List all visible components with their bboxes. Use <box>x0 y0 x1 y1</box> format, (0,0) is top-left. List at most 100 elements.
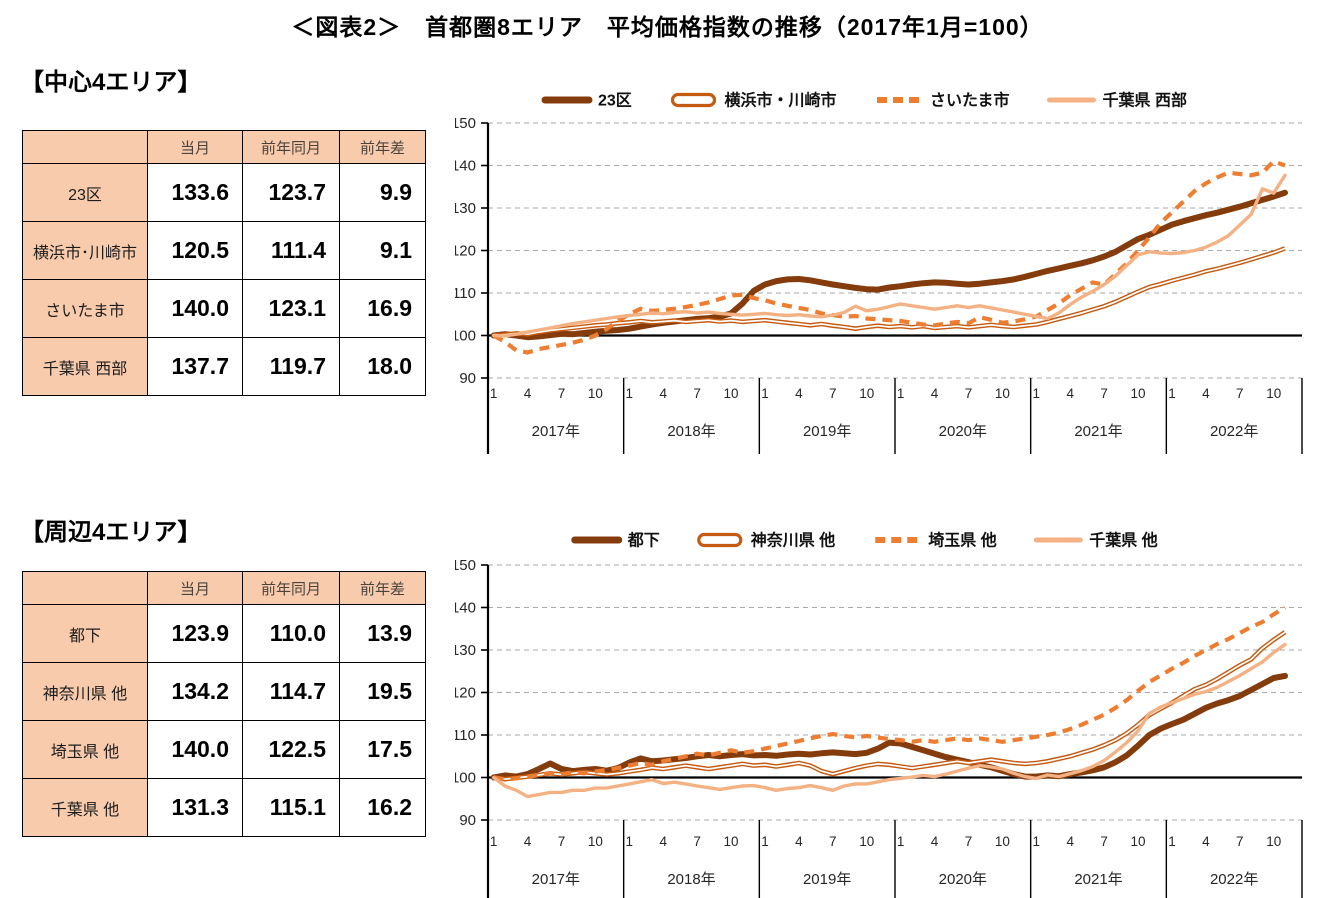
y-axis-tick-label: 130 <box>455 642 476 659</box>
legend-label: さいたま市 <box>930 91 1010 110</box>
series-0-line <box>490 189 1288 341</box>
series-1-line <box>493 246 1286 338</box>
cell-value: 120.5 <box>147 221 243 280</box>
month-tick-label: 1 <box>897 386 905 401</box>
legend-label: 千葉県 西部 <box>1103 91 1187 110</box>
y-axis-tick-label: 150 <box>455 115 476 132</box>
series-3-line <box>492 642 1287 799</box>
table-row: 神奈川県 他 134.2 114.7 19.5 <box>22 662 426 721</box>
gridlines <box>488 564 1302 821</box>
y-axis-tick-label: 100 <box>455 328 476 345</box>
year-label: 2021年 <box>1074 423 1122 440</box>
row-label: 千葉県 西部 <box>22 337 148 396</box>
cell-value: 140.0 <box>147 720 243 779</box>
legend-swatch-double-line <box>670 92 717 108</box>
month-tick-label: 1 <box>490 386 498 401</box>
y-axis-tick-label: 110 <box>455 285 476 302</box>
legend-label: 都下 <box>627 531 660 550</box>
table-row: 横浜市･川崎市 120.5 111.4 9.1 <box>22 221 426 280</box>
month-tick-label: 10 <box>588 386 603 401</box>
month-tick-label: 4 <box>659 834 667 849</box>
column-header: 前年同月 <box>242 130 340 164</box>
legend-item: 横浜市・川崎市 <box>670 91 837 110</box>
column-header <box>22 571 148 605</box>
column-header: 当月 <box>147 130 243 164</box>
peripheral-area-chart: 都下 神奈川県 他埼玉県 他千葉県 他901001101201301401501 4… <box>455 531 1303 898</box>
month-tick-label: 10 <box>1266 386 1281 401</box>
y-axis-tick-label: 90 <box>459 812 476 829</box>
legend-item: 千葉県 西部 <box>1047 91 1187 110</box>
legend-item: さいたま市 <box>877 91 1010 110</box>
month-tick-label: 4 <box>1202 834 1210 849</box>
section-heading-peripheral: 【周辺4エリア】 <box>20 519 202 546</box>
chart-legend: 23区 横浜市・川崎市 さいたま市 千葉県 西部 <box>541 91 1187 110</box>
year-label: 2017年 <box>532 871 580 888</box>
y-axis-tick-label: 140 <box>455 158 476 175</box>
year-label: 2019年 <box>803 871 851 888</box>
series-0-line <box>490 672 1288 781</box>
month-tick-label: 7 <box>1100 386 1108 401</box>
month-tick-label: 4 <box>795 386 803 401</box>
month-tick-label: 1 <box>626 834 634 849</box>
column-header: 当月 <box>147 571 243 605</box>
month-tick-label: 1 <box>626 386 634 401</box>
year-label: 2022年 <box>1210 871 1258 888</box>
month-tick-label: 7 <box>558 834 566 849</box>
row-label: 横浜市･川崎市 <box>22 221 148 280</box>
y-axis-tick-label: 120 <box>455 243 476 260</box>
year-label: 2017年 <box>532 423 580 440</box>
legend-label: 千葉県 他 <box>1089 531 1157 550</box>
table-header-row: 当月 前年同月 前年差 <box>22 130 426 164</box>
month-tick-label: 10 <box>724 386 739 401</box>
y-axis-tick-label: 110 <box>455 727 476 744</box>
central-area-chart: 23区 横浜市・川崎市 さいたま市 千葉県 西部9010011012013014015… <box>455 91 1303 454</box>
month-tick-label: 4 <box>931 386 939 401</box>
month-tick-label: 4 <box>524 834 532 849</box>
month-tick-label: 7 <box>965 834 973 849</box>
table-row: 埼玉県 他 140.0 122.5 17.5 <box>22 720 426 779</box>
row-label: 都下 <box>22 604 148 663</box>
month-tick-label: 7 <box>558 386 566 401</box>
row-label: 千葉県 他 <box>22 778 148 837</box>
legend-label: 埼玉県 他 <box>928 531 996 550</box>
month-tick-label: 7 <box>829 386 837 401</box>
cell-value: 131.3 <box>147 778 243 837</box>
cell-value: 111.4 <box>242 221 340 280</box>
legend-label: 23区 <box>598 92 632 110</box>
month-tick-label: 10 <box>995 386 1010 401</box>
month-tick-label: 10 <box>1131 386 1146 401</box>
cell-value: 16.9 <box>339 279 426 338</box>
cell-value: 9.9 <box>339 163 426 222</box>
row-label: 埼玉県 他 <box>22 720 148 779</box>
gridlines <box>488 122 1302 379</box>
year-label: 2022年 <box>1210 423 1258 440</box>
month-tick-label: 10 <box>859 834 874 849</box>
year-label: 2021年 <box>1074 871 1122 888</box>
cell-value: 110.0 <box>242 604 340 663</box>
month-tick-label: 10 <box>1131 834 1146 849</box>
month-tick-label: 1 <box>897 834 905 849</box>
month-tick-label: 7 <box>1236 834 1244 849</box>
month-tick-label: 4 <box>1066 386 1074 401</box>
month-tick-label: 1 <box>761 834 769 849</box>
month-tick-label: 1 <box>1033 386 1041 401</box>
table-row: 都下 123.9 110.0 13.9 <box>22 604 426 663</box>
month-tick-label: 10 <box>859 386 874 401</box>
year-label: 2020年 <box>939 423 987 440</box>
section-heading-central: 【中心4エリア】 <box>20 69 202 96</box>
legend-item: 都下 <box>571 531 660 550</box>
legend-label: 横浜市・川崎市 <box>725 91 837 110</box>
cell-value: 123.7 <box>242 163 340 222</box>
legend-item: 埼玉県 他 <box>875 531 997 550</box>
month-tick-label: 4 <box>1066 834 1074 849</box>
column-header <box>22 130 148 164</box>
peripheral-area-table: 当月 前年同月 前年差 都下 123.9 110.0 13.9 神奈川県 他 134.2 114.… <box>22 571 426 837</box>
series-lines <box>490 605 1288 799</box>
x-axis: 1 4 7 10 2017年 1 4 7 10 2018年 1 4 7 10 2019年 1 4 7 10 2020年… <box>490 378 1303 454</box>
column-header: 前年同月 <box>242 571 340 605</box>
year-label: 2018年 <box>667 871 715 888</box>
y-axis-tick-label: 130 <box>455 200 476 217</box>
month-tick-label: 10 <box>588 834 603 849</box>
row-label: さいたま市 <box>22 279 148 338</box>
